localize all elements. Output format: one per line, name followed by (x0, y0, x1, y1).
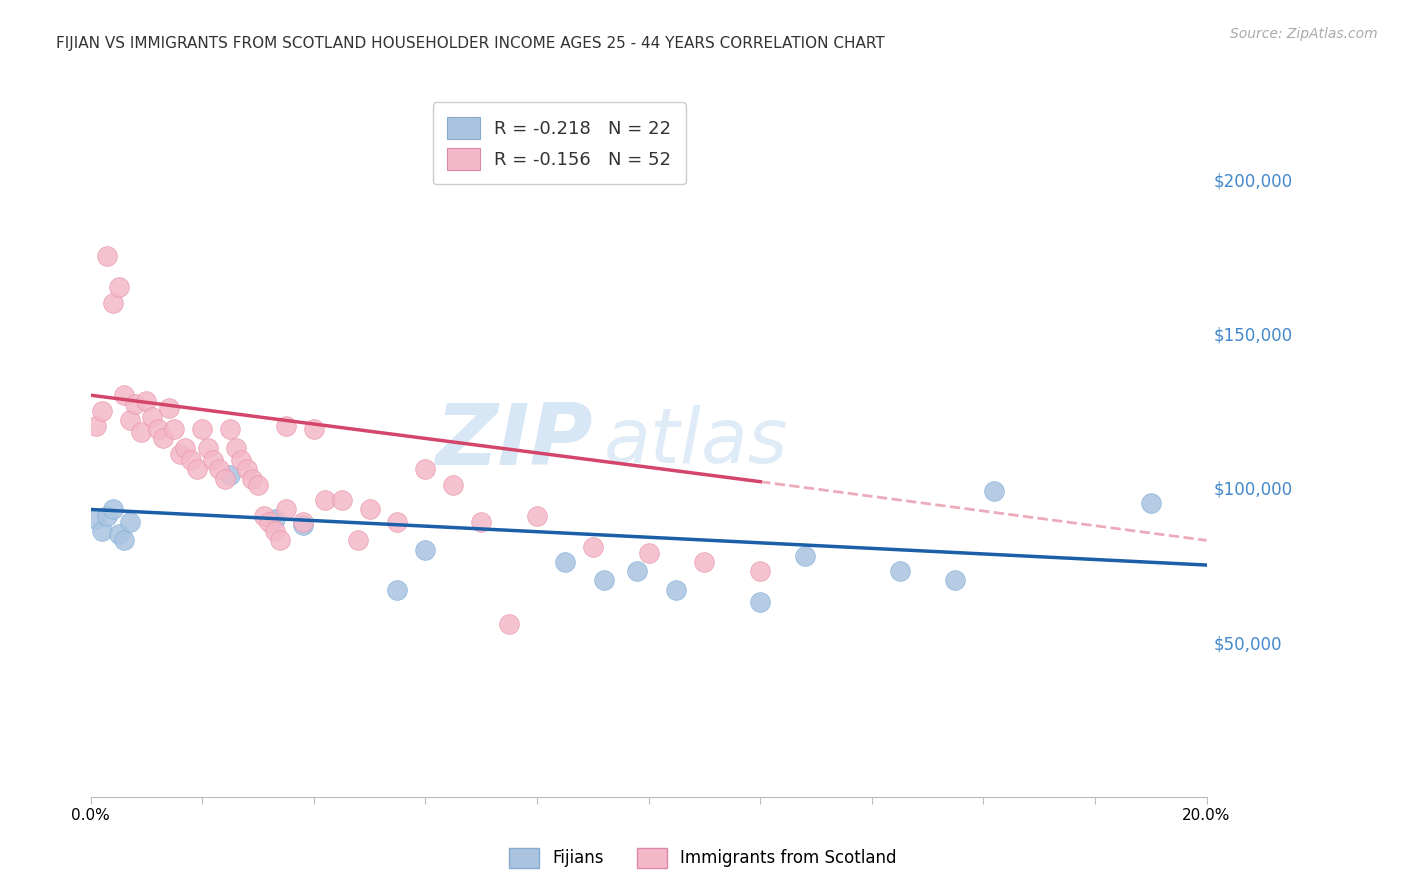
Point (202, 453, 225, 467)
Point (90, 403, 112, 417)
Point (84, 419, 107, 434)
Point (291, 517, 314, 532)
Point (129, 425, 152, 440)
Point (263, 524, 285, 538)
Point (118, 515, 141, 529)
Point (135, 394, 157, 409)
Point (197, 441, 219, 455)
Point (665, 582, 688, 597)
Point (90, 524, 112, 538)
Point (749, 595, 772, 609)
Point (141, 409, 163, 424)
Point (387, 515, 409, 529)
Point (347, 533, 370, 548)
Point (246, 477, 269, 491)
Point (152, 432, 174, 446)
Point (470, 515, 492, 529)
Point (112, 533, 135, 548)
Point (983, 483, 1005, 498)
Point (314, 493, 336, 508)
Point (112, 388, 135, 402)
Point (274, 502, 297, 516)
Point (236, 462, 259, 476)
Point (124, 397, 146, 411)
Point (626, 564, 648, 578)
Point (242, 472, 264, 486)
Point (231, 453, 253, 467)
Point (163, 422, 186, 436)
Point (186, 462, 208, 476)
Point (302, 422, 325, 436)
Point (441, 477, 464, 491)
Point (219, 422, 242, 436)
Point (169, 447, 191, 461)
Point (157, 401, 180, 415)
Point (582, 540, 605, 554)
Point (219, 468, 242, 483)
Point (174, 441, 197, 455)
Point (415, 462, 437, 476)
Point (214, 472, 236, 486)
Point (252, 508, 274, 523)
Point (274, 419, 297, 434)
Point (498, 616, 520, 631)
Point (793, 549, 815, 563)
Point (96, 249, 118, 263)
Point (225, 441, 247, 455)
Text: atlas: atlas (605, 404, 789, 478)
Point (101, 295, 124, 310)
Text: FIJIAN VS IMMIGRANTS FROM SCOTLAND HOUSEHOLDER INCOME AGES 25 - 44 YEARS CORRELA: FIJIAN VS IMMIGRANTS FROM SCOTLAND HOUSE… (56, 36, 884, 51)
Point (263, 512, 285, 526)
Point (107, 527, 129, 541)
Point (191, 422, 214, 436)
Point (208, 462, 231, 476)
Point (889, 564, 911, 578)
Point (945, 574, 967, 588)
Point (269, 533, 291, 548)
Point (749, 564, 772, 578)
Point (291, 515, 314, 529)
Point (387, 582, 409, 597)
Point (101, 502, 124, 516)
Point (1139, 496, 1161, 510)
Point (180, 453, 202, 467)
Point (415, 542, 437, 557)
Point (359, 502, 381, 516)
Text: Source: ZipAtlas.com: Source: ZipAtlas.com (1230, 27, 1378, 41)
Point (526, 508, 548, 523)
Point (257, 515, 280, 529)
Point (84, 512, 107, 526)
Point (146, 422, 169, 436)
Point (107, 280, 129, 294)
Point (593, 574, 616, 588)
Point (637, 546, 659, 560)
Point (118, 413, 141, 427)
Legend: R = -0.218   N = 22, R = -0.156   N = 52: R = -0.218 N = 22, R = -0.156 N = 52 (433, 103, 686, 185)
Point (96, 508, 118, 523)
Point (554, 555, 576, 569)
Legend: Fijians, Immigrants from Scotland: Fijians, Immigrants from Scotland (502, 841, 904, 875)
Point (330, 493, 353, 508)
Point (693, 555, 716, 569)
Text: ZIP: ZIP (434, 400, 593, 483)
